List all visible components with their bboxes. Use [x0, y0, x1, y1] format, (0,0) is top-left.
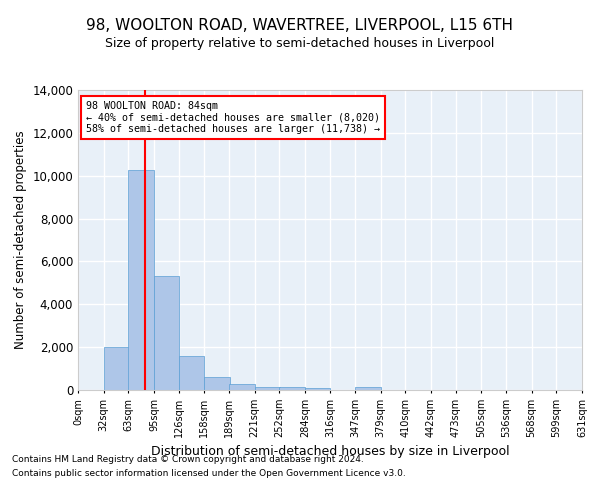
Bar: [154, 276, 179, 390]
Bar: [229, 384, 254, 390]
Y-axis label: Number of semi-detached properties: Number of semi-detached properties: [14, 130, 27, 350]
Text: Contains public sector information licensed under the Open Government Licence v3: Contains public sector information licen…: [12, 469, 406, 478]
X-axis label: Distribution of semi-detached houses by size in Liverpool: Distribution of semi-detached houses by …: [151, 446, 509, 458]
Text: Contains HM Land Registry data © Crown copyright and database right 2024.: Contains HM Land Registry data © Crown c…: [12, 456, 364, 464]
Bar: [254, 386, 280, 390]
Text: 98 WOOLTON ROAD: 84sqm
← 40% of semi-detached houses are smaller (8,020)
58% of : 98 WOOLTON ROAD: 84sqm ← 40% of semi-det…: [86, 100, 380, 134]
Bar: [128, 170, 154, 390]
Bar: [104, 346, 129, 390]
Text: 98, WOOLTON ROAD, WAVERTREE, LIVERPOOL, L15 6TH: 98, WOOLTON ROAD, WAVERTREE, LIVERPOOL, …: [86, 18, 514, 32]
Bar: [204, 376, 230, 390]
Bar: [355, 387, 381, 390]
Bar: [305, 388, 331, 390]
Bar: [179, 356, 204, 390]
Bar: [279, 387, 305, 390]
Text: Size of property relative to semi-detached houses in Liverpool: Size of property relative to semi-detach…: [106, 38, 494, 51]
